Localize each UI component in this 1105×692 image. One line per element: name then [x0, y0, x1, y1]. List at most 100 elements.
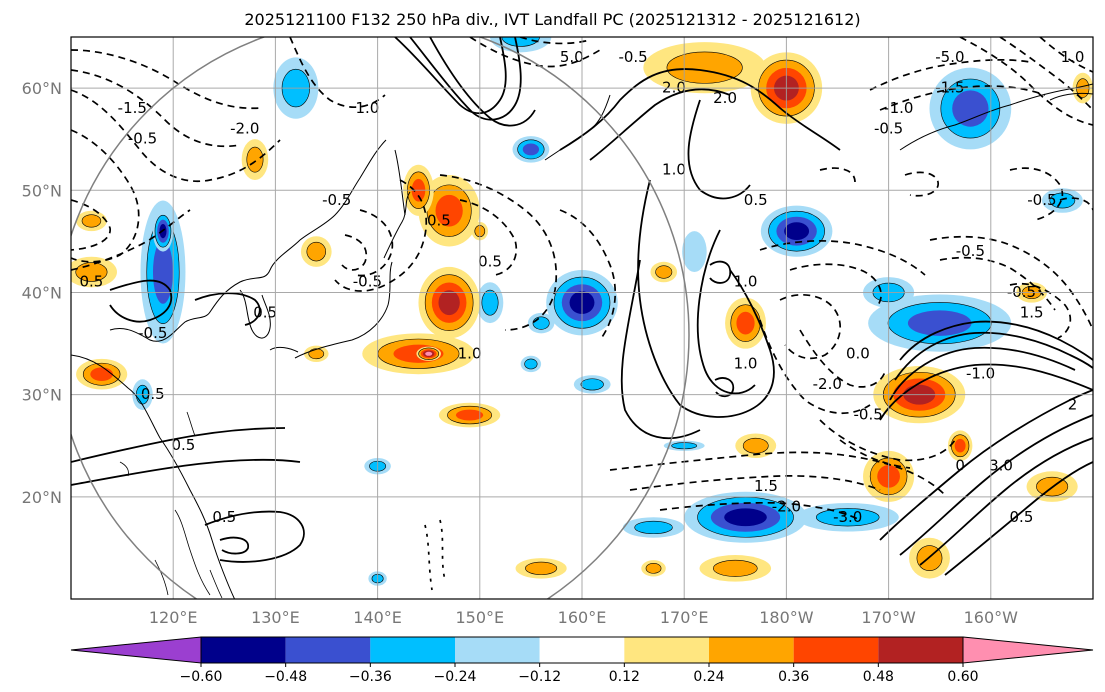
divergence-fill — [712, 559, 758, 577]
contour-label: -0.5 — [353, 273, 382, 291]
contour-label: 0.5 — [253, 303, 277, 321]
divergence-fill — [522, 143, 540, 156]
contour-label: 2 — [1068, 395, 1078, 413]
colorbar-swatch — [285, 637, 371, 663]
contour-label: 0.5 — [427, 211, 451, 229]
divergence-fill — [954, 438, 966, 453]
divergence-fill — [435, 194, 463, 227]
dashed-contours — [71, 37, 1093, 591]
contour-label: -2.0 — [813, 375, 842, 393]
contour-label: 1.0 — [1061, 48, 1085, 66]
contour-label: -0.5 — [618, 48, 647, 66]
contour-label: 1.5 — [754, 477, 778, 495]
divergence-fill — [524, 358, 538, 370]
contour-label: 3.0 — [989, 457, 1013, 475]
contour-label: -0.5 — [138, 324, 167, 342]
divergence-fill — [81, 214, 102, 228]
lat-tick-label: 40°N — [22, 283, 62, 302]
lon-tick-label: 140°E — [353, 608, 402, 627]
lon-tick-label: 160°E — [558, 608, 607, 627]
colorbar-extend-max — [962, 636, 1094, 664]
contour-label: -5.0 — [935, 48, 964, 66]
divergence-fill — [645, 563, 662, 574]
contour-label: -3.0 — [833, 508, 862, 526]
colorbar: −0.60 −0.48 −0.36 −0.24 −0.12 0.12 0.24 0.36 0.4… — [70, 636, 1094, 685]
divergence-fill — [246, 146, 264, 173]
lat-tick-label: 20°N — [22, 488, 62, 507]
divergence-fill — [525, 561, 558, 575]
contour-labels: 5.0 -5.0 1.02.02.01.0-1.5-0.5-2.01.00.5-0.… — [80, 48, 1085, 526]
contour-label: 0 — [955, 457, 965, 475]
landfall-region-circle — [71, 37, 690, 599]
contour-label: -2.0 — [230, 119, 259, 137]
divergence-fill — [438, 290, 460, 316]
divergence-fill — [532, 316, 550, 330]
colorbar-label: −0.12 — [518, 669, 561, 685]
divergence-fill — [306, 241, 327, 262]
axis-ticks: 60°N 50°N 40°N 30°N 20°N 120°E 130°E 140°E 150°E… — [22, 79, 1018, 627]
colorbar-label: −0.24 — [434, 669, 477, 685]
divergence-fill — [742, 437, 769, 454]
contour-label: 0.5 — [171, 436, 195, 454]
colorbar-swatch — [624, 637, 709, 663]
lon-tick-label: 160°W — [964, 608, 1019, 627]
colorbar-extend-min — [70, 636, 202, 664]
colorbar-label: −0.36 — [349, 669, 392, 685]
contour-label: 1.0 — [734, 273, 758, 291]
colorbar-label: 0.12 — [609, 669, 640, 685]
divergence-fill — [425, 351, 433, 356]
lat-tick-label: 30°N — [22, 386, 62, 405]
colorbar-label: 0.48 — [863, 669, 894, 685]
contour-label: -1.0 — [884, 99, 913, 117]
colorbar-swatch — [709, 637, 794, 663]
lon-tick-label: 150°E — [455, 608, 504, 627]
contour-label: 5.0 — [560, 48, 584, 66]
lat-lon-grid — [71, 37, 1093, 599]
contour-label: -1.0 — [966, 365, 995, 383]
contour-label: -0.5 — [322, 191, 351, 209]
colorbar-label: −0.48 — [264, 669, 307, 685]
contour-label: 0.5 — [744, 191, 768, 209]
divergence-fill — [724, 508, 767, 527]
colorbar-label: −0.60 — [180, 669, 223, 685]
contour-label: 2.0 — [713, 89, 737, 107]
lon-tick-label: 170°W — [861, 608, 916, 627]
contour-label: -0.5 — [854, 406, 883, 424]
divergence-fill — [784, 222, 810, 241]
colorbar-label: 0.60 — [947, 669, 978, 685]
colorbar-swatch — [370, 637, 455, 663]
contour-label: 0.5 — [212, 508, 236, 526]
contour-label: -0.5 — [128, 130, 157, 148]
contour-label: 0.5 — [1010, 508, 1034, 526]
contour-label: 1.5 — [1020, 303, 1044, 321]
colorbar-label: 0.24 — [693, 669, 724, 685]
map-title: 2025121100 F132 250 hPa div., IVT Landfa… — [244, 10, 861, 29]
divergence-fill — [736, 311, 755, 335]
colorbar-swatch — [455, 637, 540, 663]
contour-label: 1.0 — [355, 99, 379, 117]
contour-label: 0.5 — [478, 252, 502, 270]
contour-label: -0.5 — [1027, 191, 1056, 209]
contour-label: 1.0 — [662, 160, 686, 178]
contour-label: -0.5 — [956, 242, 985, 260]
colorbar-swatch — [878, 637, 963, 663]
colorbar-swatch — [793, 637, 879, 663]
plot-frame — [70, 36, 1094, 600]
lon-tick-label: 170°E — [660, 608, 709, 627]
lon-tick-label: 120°E — [149, 608, 198, 627]
divergence-fill — [815, 508, 880, 527]
contour-label: 1.0 — [458, 344, 482, 362]
divergence-fill — [682, 231, 707, 273]
contour-label: -1.5 — [118, 99, 147, 117]
contour-label: 1.0 — [734, 354, 758, 372]
colorbar-label: 0.36 — [778, 669, 809, 685]
divergence-fill — [907, 310, 972, 336]
divergence-fill — [90, 367, 114, 382]
colorbar-swatch — [539, 637, 625, 663]
divergence-fill — [481, 289, 499, 316]
contour-label: 0.0 — [846, 344, 870, 362]
divergence-fill — [580, 378, 604, 391]
lat-tick-label: 60°N — [22, 79, 62, 98]
divergence-fill — [655, 265, 673, 279]
